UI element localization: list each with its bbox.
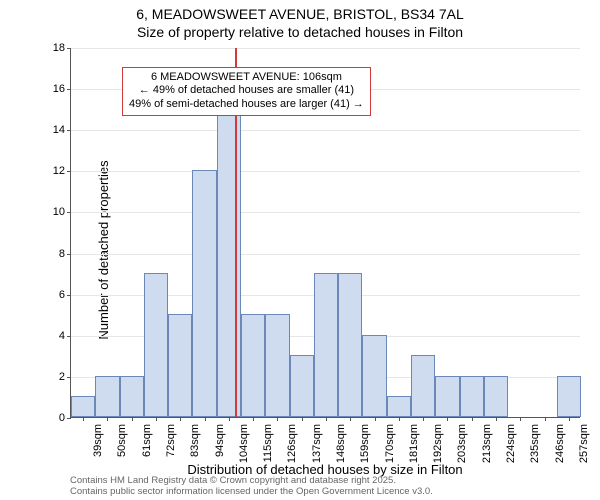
y-tick-label: 4 [59,330,71,342]
footer-attribution: Contains HM Land Registry data © Crown c… [70,476,433,498]
histogram-bar [338,273,362,417]
histogram-bar [71,396,95,417]
histogram-bar [120,376,144,417]
chart-title-line2: Size of property relative to detached ho… [0,24,600,40]
gridline [71,48,580,49]
x-tick-mark [302,417,303,421]
x-tick-mark [180,417,181,421]
y-tick-label: 14 [53,124,71,136]
x-tick-mark [326,417,327,421]
x-tick-mark [132,417,133,421]
histogram-bar [314,273,338,417]
histogram-bar [241,314,265,417]
histogram-bar [411,355,435,417]
annotation-box: 6 MEADOWSWEET AVENUE: 106sqm← 49% of det… [122,67,371,116]
histogram-bar [435,376,459,417]
x-tick-mark [107,417,108,421]
histogram-bar [387,396,411,417]
histogram-bar [217,109,241,417]
histogram-bar [144,273,168,417]
gridline [71,254,580,255]
y-tick-label: 18 [53,42,71,54]
x-tick-mark [423,417,424,421]
y-tick-label: 10 [53,206,71,218]
x-tick-mark [229,417,230,421]
x-tick-mark [83,417,84,421]
gridline [71,130,580,131]
footer-line2: Contains public sector information licen… [70,487,433,498]
plot-area: 02468101214161839sqm50sqm61sqm72sqm83sqm… [70,48,580,418]
x-tick-mark [156,417,157,421]
x-tick-mark [520,417,521,421]
histogram-bar [192,170,216,417]
histogram-bar [484,376,508,417]
x-tick-mark [569,417,570,421]
x-tick-mark [253,417,254,421]
y-tick-label: 0 [59,412,71,424]
y-tick-label: 8 [59,248,71,260]
y-tick-label: 6 [59,289,71,301]
gridline [71,212,580,213]
histogram-bar [557,376,581,417]
histogram-bar [265,314,289,417]
histogram-bar [290,355,314,417]
y-tick-label: 2 [59,371,71,383]
y-tick-label: 16 [53,83,71,95]
annotation-line: ← 49% of detached houses are smaller (41… [129,84,364,98]
x-tick-mark [375,417,376,421]
x-tick-mark [545,417,546,421]
histogram-bar [168,314,192,417]
x-tick-mark [447,417,448,421]
histogram-bar [460,376,484,417]
x-tick-mark [399,417,400,421]
chart-title-line1: 6, MEADOWSWEET AVENUE, BRISTOL, BS34 7AL [0,6,600,22]
x-tick-mark [277,417,278,421]
histogram-bar [362,335,386,417]
x-tick-mark [472,417,473,421]
annotation-line: 49% of semi-detached houses are larger (… [129,98,364,112]
y-tick-label: 12 [53,165,71,177]
gridline [71,171,580,172]
x-tick-mark [350,417,351,421]
chart-container: 6, MEADOWSWEET AVENUE, BRISTOL, BS34 7AL… [0,0,600,500]
x-tick-mark [205,417,206,421]
histogram-bar [95,376,119,417]
x-tick-mark [496,417,497,421]
annotation-line: 6 MEADOWSWEET AVENUE: 106sqm [129,71,364,85]
